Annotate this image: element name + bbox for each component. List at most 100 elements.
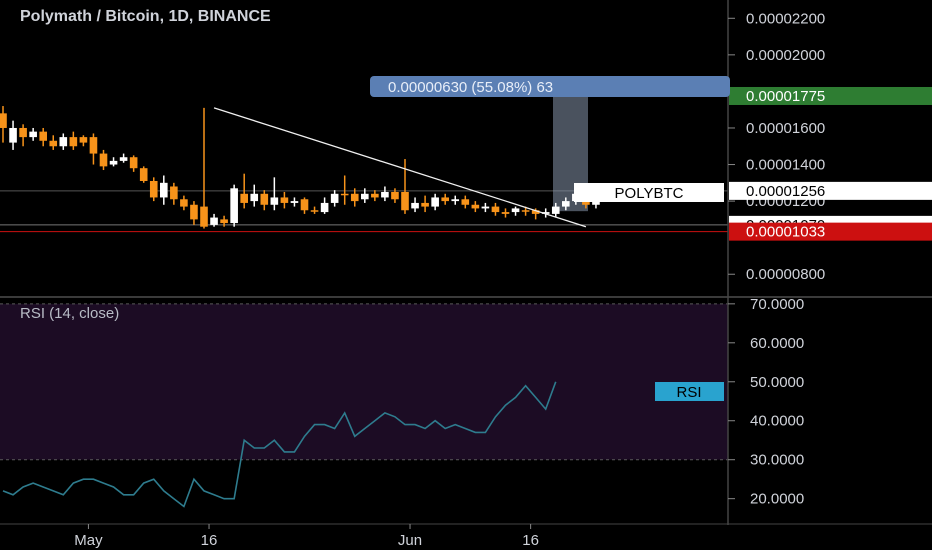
candle-22 xyxy=(220,215,228,227)
candle-6 xyxy=(59,133,68,150)
candle-40 xyxy=(401,159,409,214)
candle-body-20 xyxy=(200,206,208,227)
symbol-tag xyxy=(574,183,724,202)
candle-19 xyxy=(190,201,198,225)
candle-36 xyxy=(361,188,369,203)
x-tick-label-1: 16 xyxy=(201,532,218,549)
candle-5 xyxy=(49,135,58,150)
candle-48 xyxy=(481,202,490,213)
candle-21 xyxy=(210,213,218,227)
x-tick-label-3: 16 xyxy=(522,532,539,549)
rsi-tick-label-1: 60.0000 xyxy=(750,335,804,352)
candle-13 xyxy=(129,155,138,172)
candle-0 xyxy=(0,106,7,143)
candle-body-25 xyxy=(250,193,259,202)
candle-body-47 xyxy=(471,204,480,209)
candle-9 xyxy=(89,133,98,165)
measure-label: 0.00000630 (55.08%) 63 xyxy=(388,79,553,96)
candle-body-29 xyxy=(290,201,299,203)
candle-body-33 xyxy=(330,193,339,203)
candle-55 xyxy=(551,202,560,218)
candle-body-6 xyxy=(59,137,68,147)
candle-body-8 xyxy=(79,137,88,143)
candle-body-28 xyxy=(280,197,289,203)
rsi-axis[interactable]: 70.0000 60.0000 50.0000 40.0000 30.0000 20.00… xyxy=(728,296,804,508)
candle-17 xyxy=(170,182,178,205)
candle-body-9 xyxy=(89,137,98,154)
candle-body-12 xyxy=(119,157,128,161)
candle-34 xyxy=(340,175,349,205)
candle-27 xyxy=(270,177,279,211)
candle-50 xyxy=(501,208,510,218)
candle-body-32 xyxy=(320,202,329,213)
candle-41 xyxy=(411,197,419,213)
chart-title: Polymath / Bitcoin, 1D, BINANCE xyxy=(20,8,271,25)
candle-body-16 xyxy=(160,182,168,198)
candle-body-39 xyxy=(391,191,399,200)
candle-38 xyxy=(381,186,389,202)
candle-body-45 xyxy=(451,199,460,202)
candle-body-55 xyxy=(551,206,560,214)
candle-body-18 xyxy=(180,199,188,207)
price-tag-1 xyxy=(729,181,932,200)
candle-body-53 xyxy=(531,210,540,214)
candle-body-37 xyxy=(371,193,379,198)
candle-body-46 xyxy=(461,199,470,205)
candle-33 xyxy=(330,190,339,207)
candle-47 xyxy=(471,201,480,213)
candle-56 xyxy=(562,197,570,211)
candle-body-7 xyxy=(69,137,78,147)
candle-18 xyxy=(180,195,188,211)
candle-body-13 xyxy=(129,157,138,169)
candle-46 xyxy=(461,195,470,209)
candle-body-35 xyxy=(350,193,359,202)
candle-body-22 xyxy=(220,219,228,224)
candle-body-36 xyxy=(361,193,369,200)
candle-31 xyxy=(310,206,319,214)
candle-4 xyxy=(39,127,47,147)
candle-body-54 xyxy=(541,212,550,214)
candle-3 xyxy=(29,127,37,141)
candle-body-52 xyxy=(521,210,530,212)
time-axis[interactable]: May 16 Jun 16 xyxy=(74,524,539,549)
candle-body-4 xyxy=(39,131,47,141)
candle-35 xyxy=(350,188,359,207)
measure-label-box xyxy=(370,76,730,97)
candle-45 xyxy=(451,195,460,205)
candle-24 xyxy=(240,173,248,209)
candle-body-31 xyxy=(310,210,319,212)
candle-12 xyxy=(119,153,128,163)
price-tag-label-1: 0.00001256 xyxy=(746,183,825,200)
candle-body-56 xyxy=(562,201,570,207)
price-tick-label-0: 0.00002200 xyxy=(746,10,825,27)
candle-body-23 xyxy=(230,188,238,224)
candle-54 xyxy=(541,208,550,218)
candle-body-43 xyxy=(431,197,439,207)
x-tick-label-0: May xyxy=(74,532,103,549)
trendline[interactable] xyxy=(213,107,587,228)
candle-body-26 xyxy=(260,193,269,205)
candle-body-1 xyxy=(9,127,17,143)
candle-15 xyxy=(149,177,158,202)
candle-23 xyxy=(230,184,238,227)
rsi-tag-label: RSI xyxy=(676,384,701,401)
price-tag-label-3: 0.00001033 xyxy=(746,224,825,241)
candle-26 xyxy=(260,190,269,211)
candle-body-49 xyxy=(491,206,500,213)
rsi-line xyxy=(2,381,557,508)
candle-16 xyxy=(160,175,168,205)
rsi-title: RSI (14, close) xyxy=(20,305,119,322)
candle-body-11 xyxy=(109,160,118,165)
candle-7 xyxy=(69,131,78,150)
candle-25 xyxy=(250,184,259,207)
price-axis[interactable]: 0.00002200 0.00002000 0.00001600 0.00001400… xyxy=(728,10,825,283)
rsi-tag xyxy=(655,382,724,401)
candle-52 xyxy=(521,206,530,216)
candle-body-40 xyxy=(401,191,409,211)
candle-37 xyxy=(371,190,379,202)
candle-body-3 xyxy=(29,131,37,138)
candle-39 xyxy=(391,188,399,203)
candle-10 xyxy=(99,149,108,171)
